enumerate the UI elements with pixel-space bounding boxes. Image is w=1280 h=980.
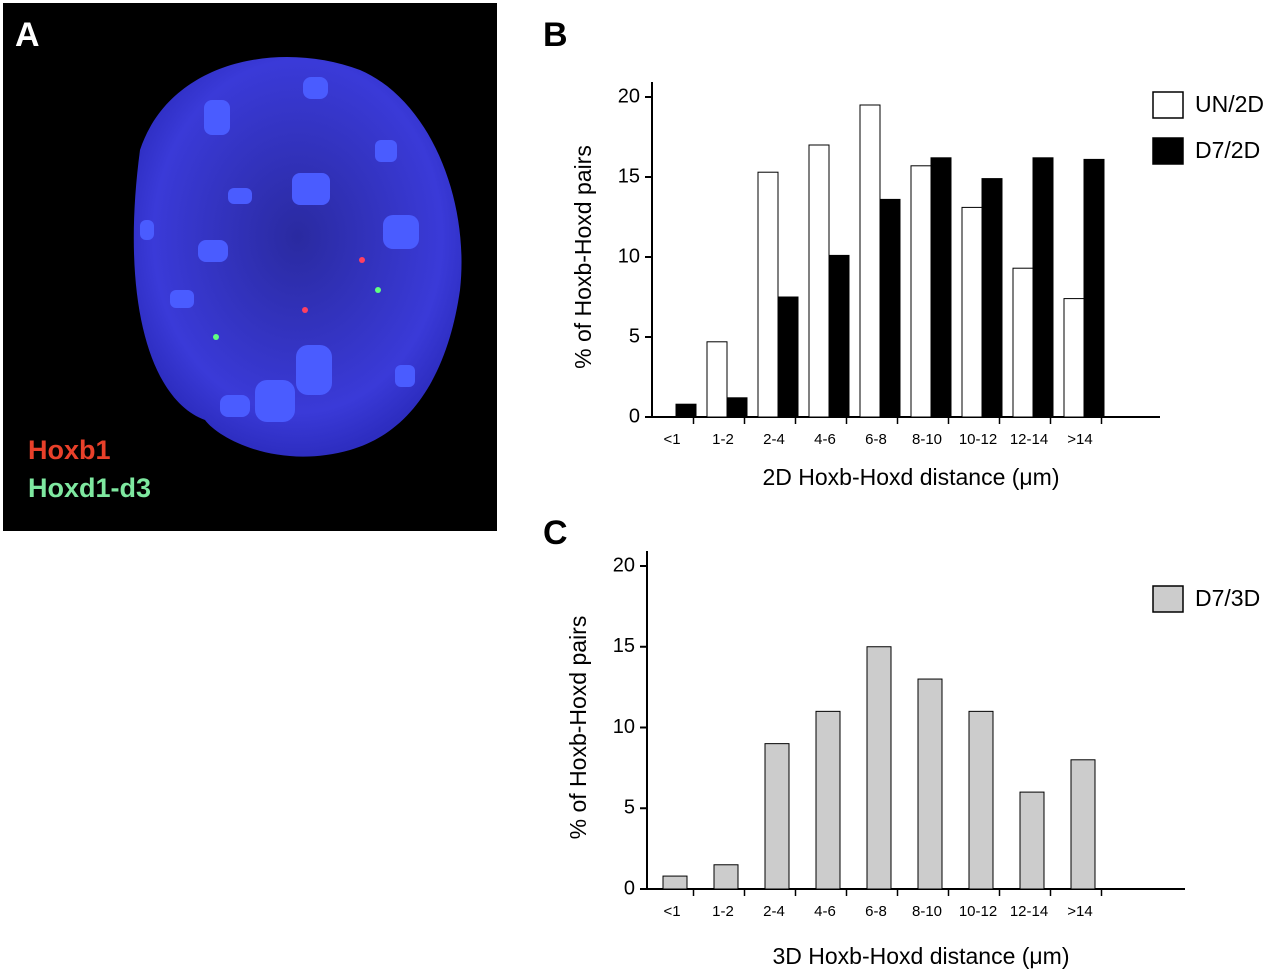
panel-label: A (15, 16, 40, 54)
legend-swatch (1152, 585, 1184, 613)
x-tick-label: >14 (1067, 903, 1092, 920)
bar (1083, 158, 1105, 418)
legend-swatch (1152, 91, 1184, 119)
bar (1070, 759, 1096, 890)
bar (917, 678, 943, 890)
x-tick-label: 8-10 (912, 431, 942, 448)
bar (706, 341, 728, 418)
y-tick-label: 5 (629, 325, 640, 347)
bar (1032, 157, 1054, 418)
y-axis-label: % of Hoxb-Hoxd pairs (570, 145, 596, 369)
y-axis-label: % of Hoxb-Hoxd pairs (565, 616, 591, 840)
bar (981, 178, 1003, 418)
x-tick-label: >14 (1067, 431, 1092, 448)
bar-chart: B 0 5 10 15 20 <1 1-2 2-4 4-6 6-8 8-10 10-12 12-14 >14… (543, 16, 1264, 490)
x-tick-label: 12-14 (1010, 903, 1048, 920)
probe-label: Hoxd1-d3 (28, 473, 151, 503)
bar-chart: C 0 5 10 15 20 <1 1-2 2-4 4-6 6-8 8-10 10-12 12-14 >14… (543, 514, 1260, 969)
x-tick-label: 12-14 (1010, 431, 1048, 448)
panel-label: B (543, 16, 568, 54)
bar (910, 165, 932, 418)
y-tick-label: 20 (613, 554, 635, 576)
y-tick-label: 15 (618, 165, 640, 187)
y-tick-label: 0 (629, 405, 640, 427)
x-tick-label: 2-4 (763, 903, 785, 920)
bar (930, 157, 952, 418)
bar (815, 710, 841, 890)
x-tick-label: 10-12 (959, 903, 997, 920)
y-tick-label: 0 (624, 877, 635, 899)
x-tick-label: 4-6 (814, 431, 836, 448)
bar (1019, 791, 1045, 890)
bar (764, 743, 790, 890)
bar (1012, 267, 1034, 418)
bar (662, 875, 688, 890)
bar (879, 198, 901, 418)
y-tick-label: 20 (618, 85, 640, 107)
x-tick-label: 1-2 (712, 903, 734, 920)
legend-label: D7/3D (1195, 585, 1260, 611)
x-axis-label: 2D Hoxb-Hoxd distance (μm) (762, 464, 1059, 490)
x-axis-label: 3D Hoxb-Hoxd distance (μm) (772, 943, 1069, 969)
bar (726, 397, 748, 418)
y-tick-label: 15 (613, 635, 635, 657)
bar (828, 254, 850, 418)
legend-label: UN/2D (1195, 91, 1264, 117)
micrograph: A Hoxb1 Hoxd1-d3 (3, 3, 497, 531)
x-tick-label: 6-8 (865, 903, 887, 920)
bar (675, 403, 697, 418)
bar (1063, 298, 1085, 418)
x-tick-label: 4-6 (814, 903, 836, 920)
bar (777, 296, 799, 418)
probe-label: Hoxb1 (28, 435, 111, 465)
bar (713, 864, 739, 890)
panel-label: C (543, 514, 568, 552)
bar (968, 710, 994, 890)
bar (961, 206, 983, 418)
x-tick-label: 2-4 (763, 431, 785, 448)
bar (859, 104, 881, 418)
x-tick-label: 6-8 (865, 431, 887, 448)
x-tick-label: <1 (663, 431, 680, 448)
legend-label: D7/2D (1195, 137, 1260, 163)
bar (808, 144, 830, 418)
bar (866, 646, 892, 890)
x-tick-label: 8-10 (912, 903, 942, 920)
x-tick-label: 1-2 (712, 431, 734, 448)
x-tick-label: 10-12 (959, 431, 997, 448)
bar (757, 171, 779, 418)
y-tick-label: 10 (618, 245, 640, 267)
legend-swatch (1152, 137, 1184, 165)
y-tick-label: 10 (613, 716, 635, 738)
x-tick-label: <1 (663, 903, 680, 920)
y-tick-label: 5 (624, 797, 635, 819)
